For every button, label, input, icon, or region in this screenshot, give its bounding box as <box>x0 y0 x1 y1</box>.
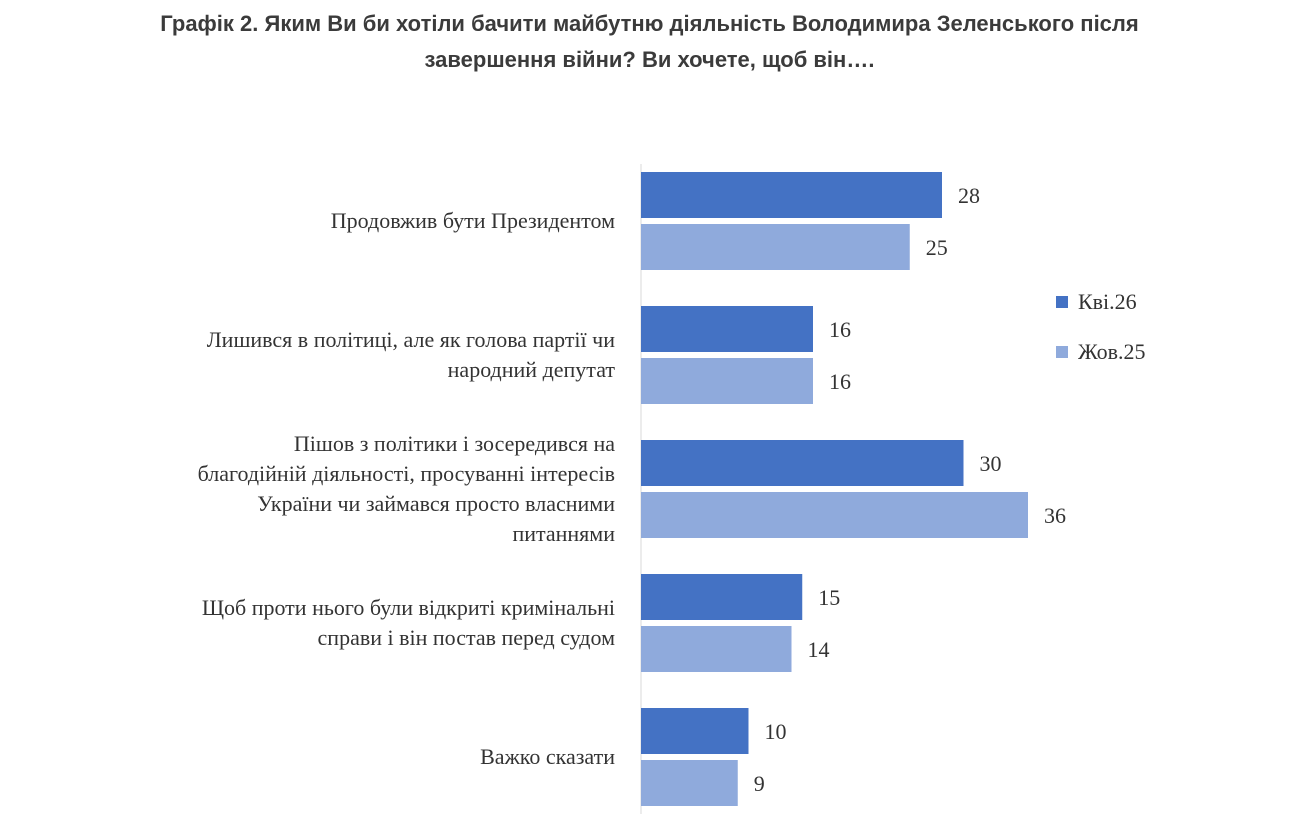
data-label: 14 <box>808 637 830 662</box>
legend-label: Кві.26 <box>1078 289 1137 314</box>
chart-title-line-1: Графік 2. Яким Ви би хотіли бачити майбу… <box>160 11 1139 36</box>
bar-series2-cat4 <box>641 626 792 672</box>
category-label-line: Важко сказати <box>480 744 615 769</box>
legend-item: Кві.26 <box>1056 289 1137 315</box>
bar-series1-cat3 <box>641 440 964 486</box>
category-label: Важко сказати <box>55 742 615 772</box>
data-label: 30 <box>980 451 1002 476</box>
data-label: 15 <box>818 585 840 610</box>
bar-series2-cat5 <box>641 760 738 806</box>
bar-series1-cat2 <box>641 306 813 352</box>
category-label: Продовжив бути Президентом <box>55 206 615 236</box>
data-label: 28 <box>958 183 980 208</box>
legend-item: Жов.25 <box>1056 339 1145 365</box>
category-label: Щоб проти нього були відкриті кримінальн… <box>55 593 615 653</box>
category-label-line: України чи займався просто власними <box>257 491 615 516</box>
category-label-line: Лишився в політиці, але як голова партії… <box>206 327 615 352</box>
bar-series2-cat2 <box>641 358 813 404</box>
data-label: 9 <box>754 771 765 796</box>
category-label-line: Продовжив бути Президентом <box>330 208 615 233</box>
legend-label: Жов.25 <box>1078 339 1146 364</box>
bar-series1-cat5 <box>641 708 749 754</box>
legend-swatch <box>1056 296 1068 308</box>
category-label-line: питаннями <box>512 521 615 546</box>
bar-series1-cat1 <box>641 172 942 218</box>
bar-series2-cat3 <box>641 492 1028 538</box>
data-label: 16 <box>829 369 851 394</box>
category-label-line: благодійній діяльності, просуванні інтер… <box>197 461 615 486</box>
data-label: 16 <box>829 317 851 342</box>
data-label: 10 <box>765 719 787 744</box>
bar-series2-cat1 <box>641 224 910 270</box>
category-label-line: Пішов з політики і зосередився на <box>293 431 615 456</box>
category-label: Пішов з політики і зосередився на благоді… <box>55 429 615 549</box>
category-label-line: справи і він постав перед судом <box>317 625 615 650</box>
bar-series1-cat4 <box>641 574 803 620</box>
category-label-line: народний депутат <box>447 357 615 382</box>
legend-swatch <box>1056 346 1068 358</box>
data-label: 25 <box>926 235 948 260</box>
category-label: Лишився в політиці, але як голова партії… <box>55 325 615 385</box>
chart-title: Графік 2. Яким Ви би хотіли бачити майбу… <box>0 6 1299 78</box>
chart-title-line-2: завершення війни? Ви хочете, щоб він…. <box>424 47 875 72</box>
data-label: 36 <box>1044 503 1066 528</box>
category-label-line: Щоб проти нього були відкриті кримінальн… <box>201 595 615 620</box>
